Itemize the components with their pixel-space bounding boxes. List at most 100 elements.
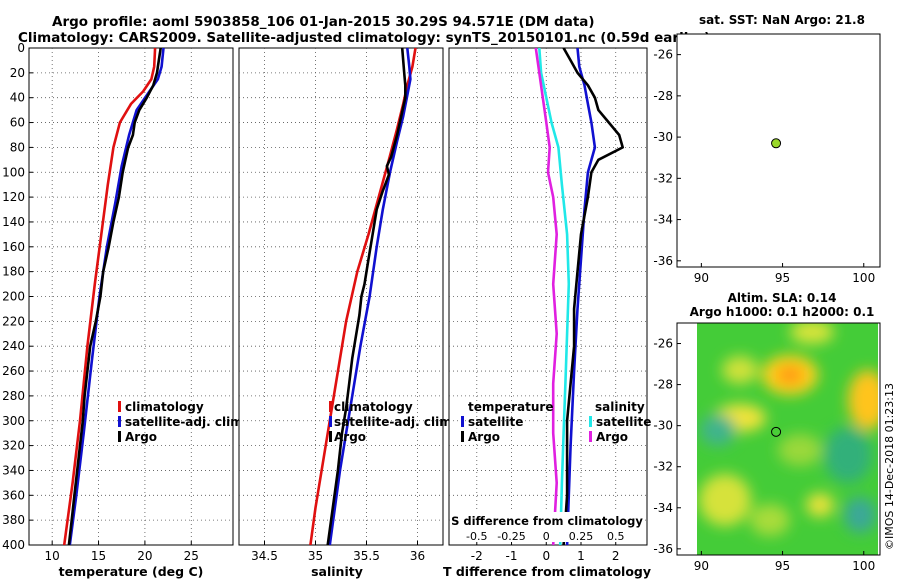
legend-swatch-s-argo: [589, 431, 592, 442]
y-tick-label: 260: [2, 364, 25, 378]
x-tick-label: -2: [471, 549, 483, 563]
x-tick-label: 25: [184, 549, 199, 563]
s-tick-label: -0.5: [466, 530, 487, 543]
series-line-argo: [67, 48, 162, 545]
x-tick-label: 36: [410, 549, 425, 563]
map-y-tick-label: -28: [653, 378, 673, 392]
legend-label-t-argo: Argo: [468, 430, 500, 444]
temperature-legend: climatology satellite-adj. clim. Argo: [118, 400, 247, 444]
x-tick-label: 0: [542, 549, 550, 563]
sla-map-area: [676, 322, 881, 556]
x-tick-label: 15: [91, 549, 106, 563]
series-line-climatology: [62, 48, 157, 545]
series-line-s-satellite: [538, 48, 571, 545]
y-tick-label: 60: [10, 116, 25, 130]
sla-map-panel: Altim. SLA: 0.14 Argo h1000: 0.1 h2000: …: [653, 291, 881, 573]
legend-label-s-satellite: satellite: [596, 415, 651, 429]
map-y-tick-label: -28: [653, 89, 673, 103]
legend-swatch-argo: [118, 431, 121, 442]
y-tick-label: 200: [2, 290, 25, 304]
legend-label-argo: Argo: [334, 430, 366, 444]
difference-legend: temperature satellite Argo salinity sate…: [461, 400, 651, 444]
s-tick-label: 0.25: [569, 530, 594, 543]
map-y-tick-label: -32: [653, 171, 673, 185]
map-x-tick-label: 90: [694, 559, 709, 573]
sst-map-ticks: 90 95 100 -26 -28 -30 -32 -34 -36: [653, 48, 875, 285]
series-line-satellite-adj-clim-: [68, 48, 165, 545]
s-difference-ticks: -0.5 -0.25 0 0.25 0.5: [466, 530, 624, 543]
y-tick-label: 40: [10, 91, 25, 105]
y-tick-label: 160: [2, 240, 25, 254]
salinity-ticks: 34.5 35 35.5 36: [251, 541, 425, 563]
sla-heatmap: [697, 323, 878, 555]
legend-label-climatology: climatology: [334, 400, 413, 414]
series-line-t-satellite: [565, 48, 597, 545]
s-tick-label: 0.5: [607, 530, 625, 543]
t-difference-xlabel: T difference from climatology: [443, 564, 651, 579]
difference-panel: -2 -1 0 1 2 S difference from climatology -0…: [443, 47, 651, 579]
legend-swatch-argo: [329, 431, 332, 442]
sst-map-title: sat. SST: NaN Argo: 21.8: [699, 13, 865, 27]
title-line-1: Argo profile: aoml 5903858_106 01-Jan-20…: [52, 14, 595, 30]
map-y-tick-label: -30: [653, 419, 673, 433]
legend-swatch-t-argo: [461, 431, 464, 442]
temperature-ticks: 10 15 20 25: [45, 541, 199, 563]
y-tick-label: 180: [2, 265, 25, 279]
salinity-xlabel: salinity: [311, 564, 363, 579]
x-tick-label: 35.5: [353, 549, 380, 563]
legend-title-salinity: salinity: [595, 400, 645, 414]
map-y-tick-label: -34: [653, 501, 673, 515]
y-tick-label: 20: [10, 66, 25, 80]
s-difference-label: S difference from climatology: [451, 514, 643, 528]
series-line-argo: [326, 48, 407, 545]
map-y-tick-label: -32: [653, 460, 673, 474]
map-x-tick-label: 95: [775, 559, 790, 573]
y-tick-label: 120: [2, 190, 25, 204]
y-tick-label: 300: [2, 414, 25, 428]
series-line-t-argo: [562, 48, 625, 545]
difference-series: [534, 48, 625, 545]
legend-swatch-t-satellite: [461, 416, 464, 427]
y-tick-label: 240: [2, 339, 25, 353]
sst-map-area: [676, 33, 881, 268]
y-tick-label: 220: [2, 314, 25, 328]
map-x-tick-label: 95: [775, 271, 790, 285]
title-line-2: Climatology: CARS2009. Satellite-adjuste…: [18, 30, 710, 46]
y-tick-label: 320: [2, 439, 25, 453]
y-tick-label: 380: [2, 513, 25, 527]
legend-label-climatology: climatology: [125, 400, 204, 414]
series-line-s-argo: [534, 48, 559, 545]
legend-swatch-climatology: [329, 401, 332, 412]
temperature-panel: 0 20 40 60 80 100 120 140 160 180 200 220 240 260 280 3…: [2, 41, 247, 579]
s-difference-label-bg: [455, 512, 641, 542]
legend-title-temperature: temperature: [468, 400, 553, 414]
legend-swatch-satellite-adj: [329, 416, 332, 427]
temperature-plot-area: [28, 47, 234, 546]
depth-ticks: 0 20 40 60 80 100 120 140 160 180 200 220 240 260 280 3…: [2, 41, 33, 552]
temperature-series: [62, 48, 165, 545]
map-x-tick-label: 100: [852, 271, 875, 285]
legend-label-s-argo: Argo: [596, 430, 628, 444]
x-tick-label: 20: [137, 549, 152, 563]
x-tick-label: 35: [308, 549, 323, 563]
legend-swatch-satellite-adj: [118, 416, 121, 427]
legend-label-satellite-adj: satellite-adj. clim.: [334, 415, 456, 429]
y-tick-label: 80: [10, 140, 25, 154]
map-x-tick-label: 90: [694, 271, 709, 285]
argo-location-marker: [771, 426, 782, 437]
series-line-climatology: [309, 48, 417, 545]
temperature-xlabel: temperature (deg C): [59, 564, 204, 579]
legend-label-argo: Argo: [125, 430, 157, 444]
salinity-panel: 34.5 35 35.5 36 salinity climatology satell…: [238, 47, 456, 579]
x-tick-label: 1: [577, 549, 585, 563]
series-line-satellite-adj-clim-: [328, 48, 412, 545]
legend-label-t-satellite: satellite: [468, 415, 523, 429]
y-tick-label: 360: [2, 488, 25, 502]
argo-location-marker: [771, 138, 782, 149]
x-tick-label: -1: [506, 549, 518, 563]
legend-swatch-climatology: [118, 401, 121, 412]
map-x-tick-label: 100: [852, 559, 875, 573]
y-tick-label: 400: [2, 538, 25, 552]
map-y-tick-label: -26: [653, 337, 673, 351]
